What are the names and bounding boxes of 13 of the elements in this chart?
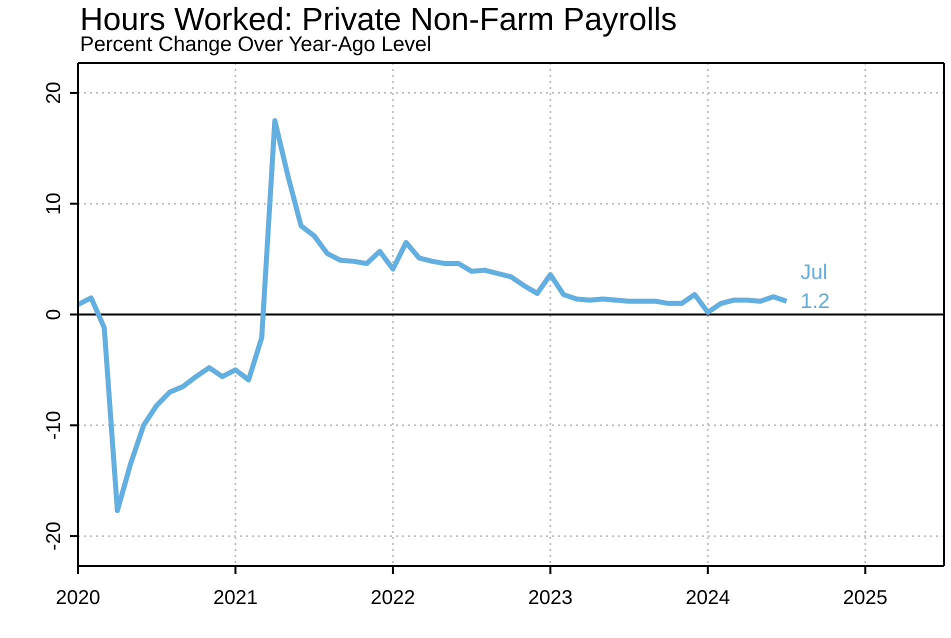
y-tick-label: 10: [43, 192, 65, 215]
y-tick-label: -20: [43, 522, 65, 551]
x-tick-label: 2022: [370, 587, 416, 610]
x-tick-label: 2023: [528, 587, 573, 610]
x-tick-label: 2020: [56, 587, 100, 610]
x-tick-label: 2021: [213, 587, 258, 610]
x-tick-label: 2024: [686, 587, 730, 610]
y-tick-label: 0: [43, 308, 65, 320]
annotation: Jul: [800, 261, 828, 284]
y-tick-label: -10: [43, 410, 65, 440]
annotation: 1.2: [800, 290, 830, 314]
x-tick-label: 2025: [843, 587, 888, 610]
y-tick-label: 20: [43, 82, 65, 104]
